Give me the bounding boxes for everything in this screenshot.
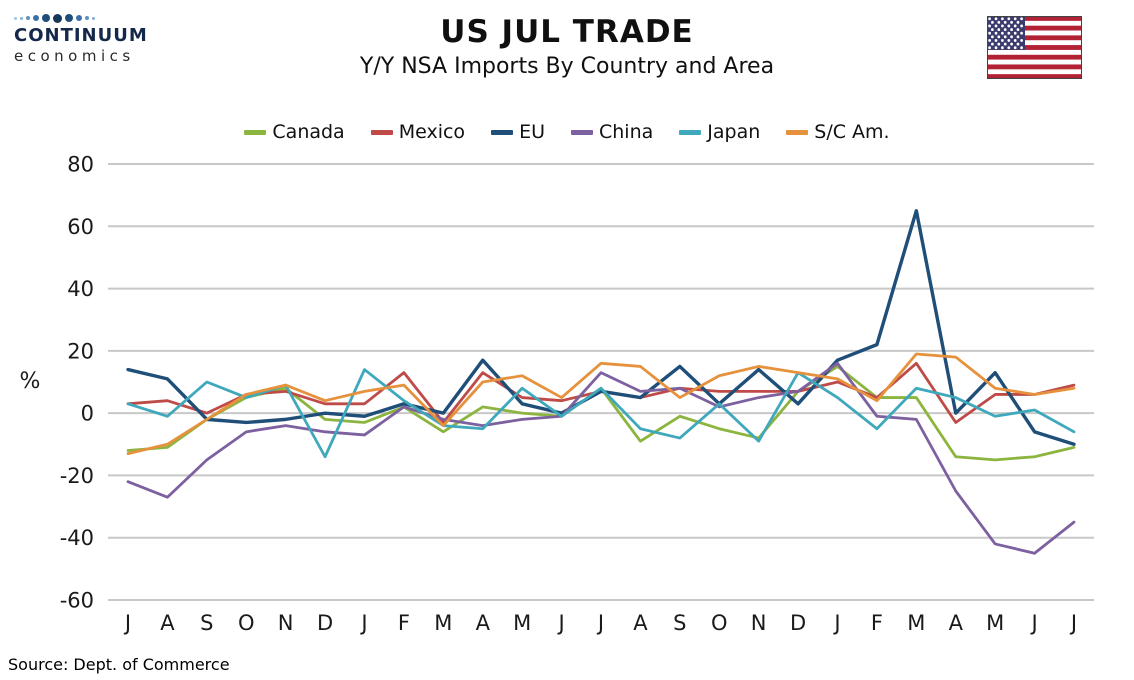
x-tick-label: S [673,611,686,635]
logo-dot [33,15,39,21]
legend-item-eu: EU [491,121,545,143]
legend-swatch-icon [679,129,702,135]
x-tick-label: J [1069,611,1077,635]
x-tick-label: N [278,611,294,635]
x-tick-label: O [238,611,255,635]
series-line-eu [126,209,1076,446]
y-tick-label: -20 [60,464,94,488]
x-tick-label: A [949,611,964,635]
legend-swatch-icon [786,129,809,135]
chart-area: 80 60 40 20 0 -20 -40 -60% J A S O N D J F M A M J J A S O N D J F M… [0,148,1134,648]
x-tick-label: M [986,611,1004,635]
legend-label: Canada [272,121,345,143]
title-block: US JUL TRADE Y/Y NSA Imports By Country … [0,14,1134,79]
x-tick-label: A [633,611,648,635]
x-tick-label: N [751,611,767,635]
x-tick-label: F [871,611,883,635]
logo-text-continuum: CONTINUUM [14,25,148,46]
x-tick-label: J [556,611,564,635]
logo-dot [76,15,82,21]
chart-legend: Canada Mexico EU China Japan S/C Am. [0,116,1134,148]
logo-dot [20,16,23,20]
legend-item-canada: Canada [244,121,345,143]
chart-header: CONTINUUM economics US JUL TRADE Y/Y NSA… [0,0,1134,112]
x-tick-label: J [123,611,131,635]
logo-dot [26,16,30,20]
chart-subtitle: Y/Y NSA Imports By Country and Area [359,54,775,79]
series-line-s-c-am- [126,352,1076,456]
legend-swatch-icon [370,129,393,135]
y-tick-label: -60 [60,589,94,613]
x-tick-label: D [317,611,333,635]
legend-swatch-icon [244,129,267,135]
x-tick-label: J [1029,611,1037,635]
x-tick-label: J [359,611,367,635]
logo-dot [53,13,62,23]
y-tick-label: 80 [67,153,94,177]
logo-dot [14,16,17,20]
us-flag-icon [987,16,1082,79]
x-tick-label: F [398,611,410,635]
y-tick-label: -40 [60,526,94,550]
y-axis-label: % [20,369,41,394]
x-tick-label: D [790,611,806,635]
x-tick-label: A [476,611,491,635]
legend-label: S/C Am. [814,121,890,143]
y-tick-label: 40 [67,277,94,301]
x-tick-label: O [711,611,728,635]
legend-label: EU [519,121,545,143]
y-tick-label: 60 [67,215,94,239]
y-tick-label: 20 [67,339,94,363]
legend-item-japan: Japan [679,121,760,143]
series-line-china [126,361,1076,555]
x-tick-label: M [434,611,452,635]
legend-label: China [598,121,654,143]
logo-dot [85,16,89,20]
legend-label: Japan [707,121,761,143]
x-tick-label: A [160,611,175,635]
x-tick-label: J [832,611,840,635]
legend-label: Mexico [398,121,466,143]
chart-title: US JUL TRADE [440,14,694,50]
x-tick-label: M [907,611,925,635]
continuum-economics-logo: CONTINUUM economics [14,12,184,65]
y-tick-label: 0 [81,402,94,426]
logo-dot [42,14,50,22]
x-tick-label: J [596,611,604,635]
logo-dot [92,16,95,20]
x-tick-label: S [200,611,213,635]
logo-dots-icon [14,12,184,24]
source-note: Source: Dept. of Commerce [8,655,230,674]
logo-text-economics: economics [14,46,135,65]
us-flag-svg [987,16,1082,79]
legend-swatch-icon [491,129,514,135]
legend-item-s-c-am-: S/C Am. [786,121,890,143]
x-tick-label: M [513,611,531,635]
legend-swatch-icon [570,129,593,135]
legend-item-china: China [570,121,654,143]
legend-item-mexico: Mexico [370,121,466,143]
logo-dot [65,14,73,22]
